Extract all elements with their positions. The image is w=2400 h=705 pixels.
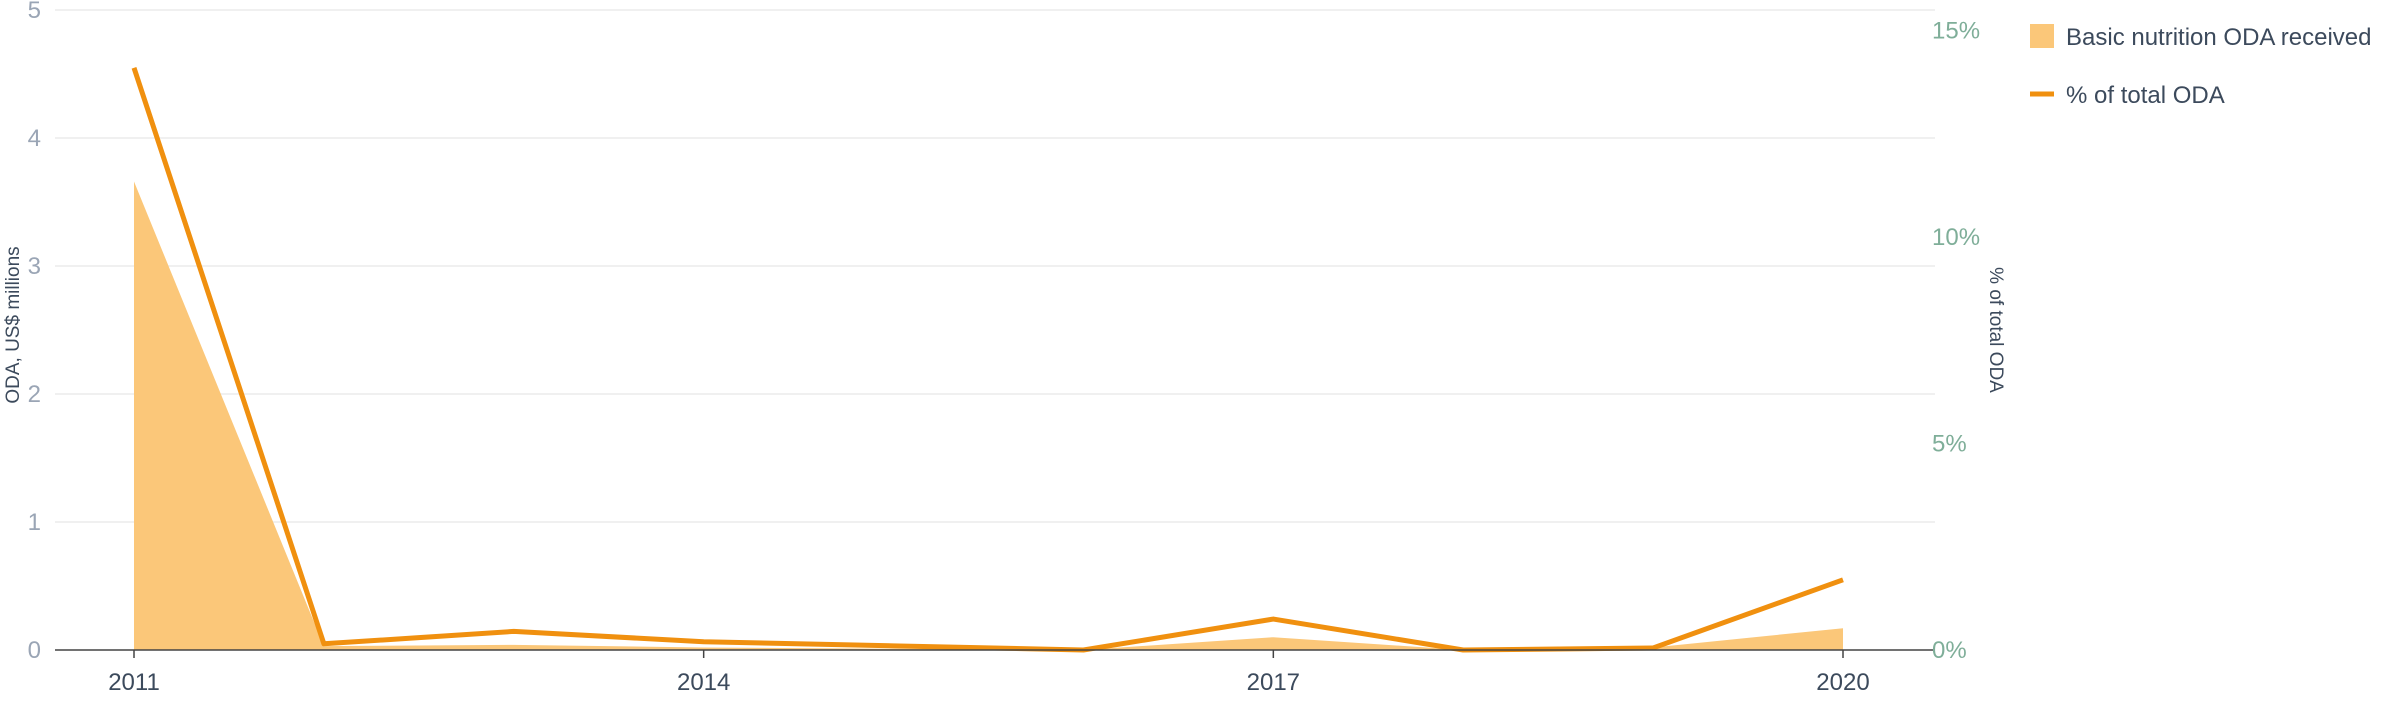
x-tick-label: 2014 bbox=[677, 669, 730, 696]
grid-lines bbox=[55, 9, 1935, 523]
legend: Basic nutrition ODA received % of total O… bbox=[2030, 24, 2371, 109]
legend-label: % of total ODA bbox=[2066, 82, 2225, 109]
y-left-tick-label: 5 bbox=[28, 0, 41, 24]
line-series-pct-total-oda bbox=[131, 67, 1844, 653]
y-right-tick-label: 0% bbox=[1932, 637, 1967, 664]
area-series-basic-nutrition bbox=[134, 181, 1843, 650]
line-series bbox=[131, 67, 1844, 653]
y-right-tick-label: 15% bbox=[1932, 18, 1980, 45]
area-series bbox=[134, 181, 1843, 650]
y-left-tick-label: 2 bbox=[28, 381, 41, 408]
x-tick-label: 2020 bbox=[1816, 669, 1869, 696]
legend-swatch-area bbox=[2030, 24, 2054, 48]
y-left-axis-title: ODA, US$ millions bbox=[3, 246, 24, 403]
y-right-tick-label: 5% bbox=[1932, 431, 1967, 458]
legend-label: Basic nutrition ODA received bbox=[2066, 24, 2371, 51]
y-left-tick-label: 3 bbox=[28, 253, 41, 280]
y-right-tick-label: 10% bbox=[1932, 224, 1980, 251]
y-right-axis-title: % of total ODA bbox=[1985, 267, 2006, 393]
y-left-tick-label: 0 bbox=[28, 637, 41, 664]
axes: 2011 2014 2017 2020 0 1 2 3 4 5 0% 5% 10% 15% ODA, US$… bbox=[3, 0, 2006, 696]
x-tick-label: 2017 bbox=[1247, 669, 1300, 696]
x-tick-label: 2011 bbox=[108, 669, 160, 696]
y-left-tick-label: 1 bbox=[28, 509, 41, 536]
y-left-tick-label: 4 bbox=[28, 125, 41, 152]
